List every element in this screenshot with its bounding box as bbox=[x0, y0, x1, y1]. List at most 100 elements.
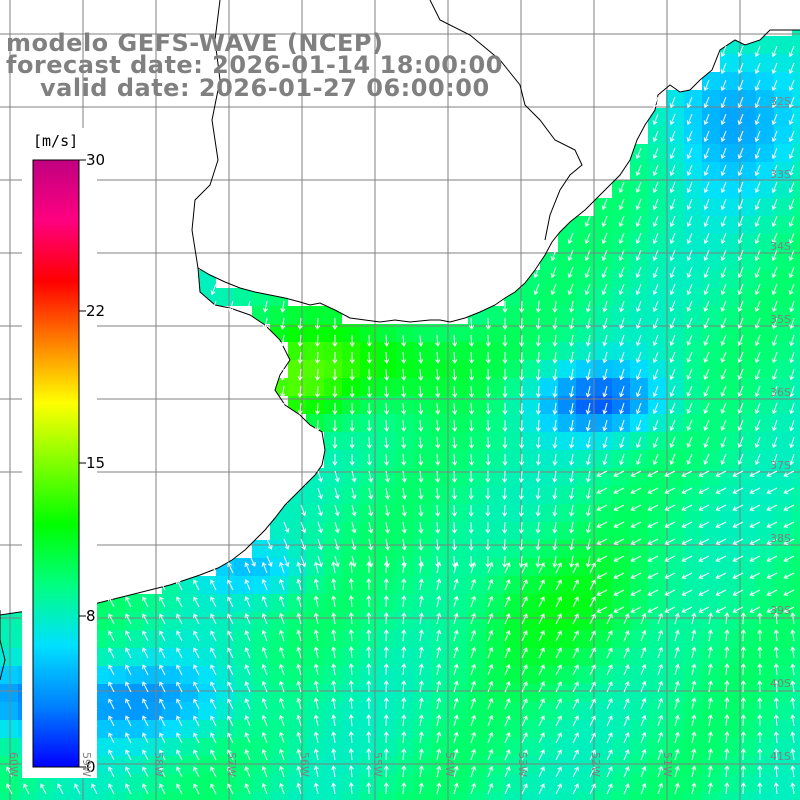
wind-arrow bbox=[452, 368, 458, 381]
lon-label: 59W bbox=[80, 752, 93, 777]
wind-arrow bbox=[664, 504, 676, 511]
wind-arrow bbox=[771, 436, 778, 449]
speed-cell bbox=[504, 468, 522, 486]
wind-arrow bbox=[669, 181, 676, 194]
speed-cell bbox=[90, 792, 108, 800]
wind-arrow bbox=[332, 419, 338, 432]
wind-arrow bbox=[227, 715, 234, 727]
wind-arrow bbox=[788, 266, 795, 279]
wind-arrow bbox=[703, 385, 710, 397]
wind-arrow bbox=[487, 612, 494, 625]
wind-arrow bbox=[691, 697, 697, 710]
speed-cell bbox=[252, 756, 270, 774]
speed-cell bbox=[576, 234, 594, 252]
wind-arrow bbox=[691, 731, 697, 744]
wind-arrow bbox=[470, 629, 477, 642]
speed-cell bbox=[648, 216, 666, 234]
wind-arrow bbox=[125, 596, 132, 608]
wind-arrow bbox=[552, 402, 558, 415]
speed-cell bbox=[342, 684, 360, 702]
wind-arrow bbox=[313, 663, 319, 676]
wind-arrow bbox=[366, 748, 372, 761]
speed-cell bbox=[342, 648, 360, 666]
speed-cell bbox=[648, 576, 666, 594]
speed-cell bbox=[612, 270, 630, 288]
wind-arrow bbox=[384, 470, 390, 483]
speed-cell bbox=[540, 486, 558, 504]
speed-cell bbox=[594, 270, 612, 288]
speed-cell bbox=[576, 630, 594, 648]
wind-arrow bbox=[334, 487, 340, 500]
wind-arrow bbox=[435, 521, 441, 534]
wind-arrow bbox=[555, 579, 562, 591]
speed-cell bbox=[792, 216, 800, 234]
speed-cell bbox=[342, 432, 360, 450]
speed-cell bbox=[792, 774, 800, 792]
speed-cell bbox=[612, 558, 630, 576]
wind-arrow bbox=[635, 351, 642, 364]
wind-arrow bbox=[585, 368, 591, 381]
wind-arrow bbox=[279, 731, 285, 744]
speed-cell bbox=[198, 738, 216, 756]
speed-cell bbox=[378, 324, 396, 342]
speed-cell bbox=[756, 576, 774, 594]
wind-arrow bbox=[754, 130, 761, 143]
wind-arrow bbox=[572, 783, 579, 795]
speed-cell bbox=[774, 360, 792, 378]
speed-cell bbox=[198, 630, 216, 648]
speed-cell bbox=[0, 612, 18, 630]
speed-cell bbox=[684, 324, 702, 342]
wind-arrow bbox=[502, 317, 508, 330]
speed-cell bbox=[432, 558, 450, 576]
speed-cell bbox=[0, 720, 18, 738]
speed-cell bbox=[540, 756, 558, 774]
wind-arrow bbox=[176, 613, 183, 625]
speed-cell bbox=[558, 252, 576, 270]
wind-arrow bbox=[555, 715, 562, 727]
wind-arrow bbox=[754, 368, 761, 381]
wind-arrow bbox=[790, 646, 796, 659]
wind-arrow bbox=[686, 334, 693, 346]
wind-arrow bbox=[261, 561, 268, 574]
wind-arrow bbox=[535, 368, 541, 381]
speed-cell bbox=[630, 360, 648, 378]
speed-cell bbox=[486, 324, 504, 342]
wind-arrow bbox=[771, 317, 778, 330]
speed-cell bbox=[198, 702, 216, 720]
wind-arrow bbox=[451, 487, 457, 500]
wind-arrow bbox=[519, 453, 525, 466]
speed-cell bbox=[450, 414, 468, 432]
speed-cell bbox=[180, 792, 198, 800]
wind-arrow bbox=[538, 630, 545, 642]
wind-arrow bbox=[418, 646, 424, 659]
wind-arrow bbox=[518, 538, 524, 551]
wind-arrow bbox=[589, 783, 596, 795]
speed-cell bbox=[558, 702, 576, 720]
speed-cell bbox=[450, 342, 468, 360]
speed-cell bbox=[720, 108, 738, 126]
speed-cell bbox=[666, 774, 684, 792]
wind-arrow bbox=[569, 351, 575, 364]
speed-cell bbox=[522, 648, 540, 666]
speed-cell bbox=[396, 342, 414, 360]
wind-arrow bbox=[720, 419, 727, 431]
speed-cell bbox=[666, 576, 684, 594]
speed-cell bbox=[720, 306, 738, 324]
wind-arrow bbox=[368, 521, 374, 534]
speed-cell bbox=[306, 360, 324, 378]
speed-cell bbox=[684, 378, 702, 396]
wind-arrow bbox=[468, 538, 474, 551]
speed-cell bbox=[270, 558, 288, 576]
speed-cell bbox=[414, 720, 432, 738]
speed-cell bbox=[540, 396, 558, 414]
speed-cell bbox=[558, 270, 576, 288]
speed-cell bbox=[648, 684, 666, 702]
speed-cell bbox=[738, 216, 756, 234]
speed-cell bbox=[378, 414, 396, 432]
wind-arrow bbox=[773, 714, 779, 727]
speed-cell bbox=[198, 666, 216, 684]
wind-arrow bbox=[669, 317, 676, 330]
wind-arrow bbox=[535, 351, 541, 364]
speed-cell bbox=[162, 630, 180, 648]
